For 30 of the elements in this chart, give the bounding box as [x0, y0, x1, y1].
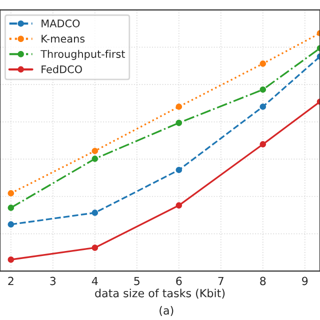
point [176, 104, 182, 110]
point [260, 141, 266, 148]
point [260, 60, 266, 67]
point [8, 190, 14, 196]
x-tick-label: 8 [260, 276, 266, 286]
x-tick-label: 9 [302, 276, 308, 286]
point [260, 104, 266, 110]
text: (a) [160, 306, 174, 316]
point [8, 256, 14, 263]
x-tick-label: 5 [134, 276, 140, 286]
x-axis-title: data size of tasks (Kbit) [95, 288, 225, 299]
point [176, 120, 182, 126]
x-tick-label: 7 [218, 276, 224, 286]
point [92, 156, 98, 162]
legend-label: K-means [42, 34, 85, 43]
point [92, 148, 98, 154]
x-tick-label: 4 [92, 276, 98, 286]
point [8, 204, 14, 211]
legend-label: Throughput-first [40, 50, 125, 60]
point [92, 210, 98, 216]
point [176, 202, 182, 209]
point [8, 221, 14, 228]
x-tick-label: 3 [50, 276, 56, 286]
legend-label: FedDCO [42, 65, 82, 74]
point [92, 244, 98, 251]
point [260, 86, 266, 93]
legend-label: MADCO [42, 19, 80, 28]
point [176, 166, 182, 174]
x-tick-label: 2 [8, 276, 14, 286]
x-tick-label: 6 [176, 276, 182, 286]
